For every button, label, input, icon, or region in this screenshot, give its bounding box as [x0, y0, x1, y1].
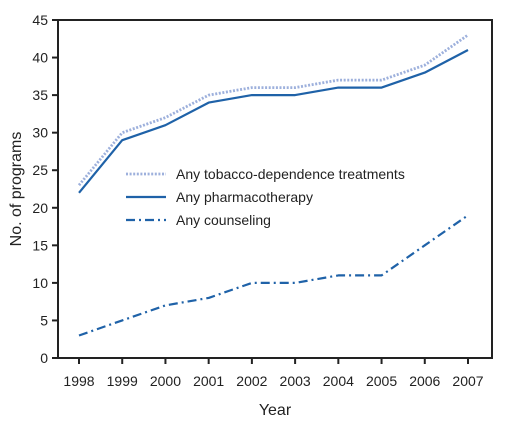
x-tick-label: 2002 — [236, 373, 267, 389]
legend: Any tobacco-dependence treatments Any pha… — [126, 166, 405, 228]
x-axis-title: Year — [259, 402, 292, 419]
series-line-any-pharmacotherapy — [78, 49, 469, 194]
plot-frame — [57, 19, 493, 359]
y-tick-label: 25 — [32, 162, 48, 178]
y-tick-label: 15 — [32, 237, 48, 253]
x-tick-label: 2005 — [366, 373, 397, 389]
x-tick-label: 2007 — [452, 373, 483, 389]
series-group — [77, 33, 469, 337]
x-tick-label: 2003 — [280, 373, 311, 389]
x-tick-label: 2000 — [150, 373, 181, 389]
y-tick-label: 10 — [32, 275, 48, 291]
y-tick-label: 5 — [40, 312, 48, 328]
y-tick-label: 40 — [32, 50, 48, 66]
x-tick-label: 2006 — [409, 373, 440, 389]
legend-label-any-tobacco-dependence-treatments: Any tobacco-dependence treatments — [176, 166, 405, 182]
x-tick-label: 1998 — [63, 373, 94, 389]
legend-label-any-pharmacotherapy: Any pharmacotherapy — [176, 189, 313, 205]
legend-label-any-counseling: Any counseling — [176, 212, 271, 228]
x-tick-label: 2004 — [323, 373, 354, 389]
x-axis: 1998 1999 2000 2001 2002 2003 2004 2005 2006 2007 — [63, 358, 484, 389]
series-line-any-tobacco-dependence-treatments — [77, 33, 469, 187]
x-tick-label: 2001 — [193, 373, 224, 389]
y-axis: 0 5 10 15 20 25 30 35 40 45 — [32, 12, 58, 366]
y-tick-label: 45 — [32, 12, 48, 28]
y-tick-label: 30 — [32, 125, 48, 141]
y-tick-label: 0 — [40, 350, 48, 366]
y-tick-label: 35 — [32, 87, 48, 103]
series-line-any-counseling — [78, 214, 469, 337]
y-tick-label: 20 — [32, 200, 48, 216]
y-axis-title: No. of programs — [8, 132, 25, 247]
x-tick-label: 1999 — [107, 373, 138, 389]
